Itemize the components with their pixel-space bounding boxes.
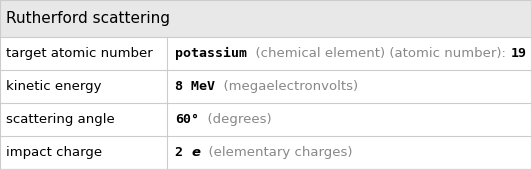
Text: Rutherford scattering: Rutherford scattering (6, 11, 170, 26)
Text: 8 MeV: 8 MeV (175, 80, 215, 93)
FancyBboxPatch shape (0, 103, 531, 136)
Text: target atomic number: target atomic number (6, 47, 153, 60)
Text: 60°: 60° (175, 113, 199, 126)
FancyBboxPatch shape (0, 136, 531, 169)
Text: (degrees): (degrees) (199, 113, 272, 126)
Text: e: e (191, 146, 200, 159)
Text: (chemical element) (atomic number):: (chemical element) (atomic number): (247, 47, 510, 60)
Text: 2: 2 (175, 146, 191, 159)
FancyBboxPatch shape (0, 0, 531, 37)
FancyBboxPatch shape (0, 37, 531, 70)
Text: kinetic energy: kinetic energy (6, 80, 102, 93)
Text: (elementary charges): (elementary charges) (200, 146, 353, 159)
Text: scattering angle: scattering angle (6, 113, 115, 126)
Text: impact charge: impact charge (6, 146, 102, 159)
Text: 19: 19 (510, 47, 526, 60)
FancyBboxPatch shape (0, 70, 531, 103)
Text: (megaelectronvolts): (megaelectronvolts) (215, 80, 358, 93)
Text: potassium: potassium (175, 47, 247, 60)
